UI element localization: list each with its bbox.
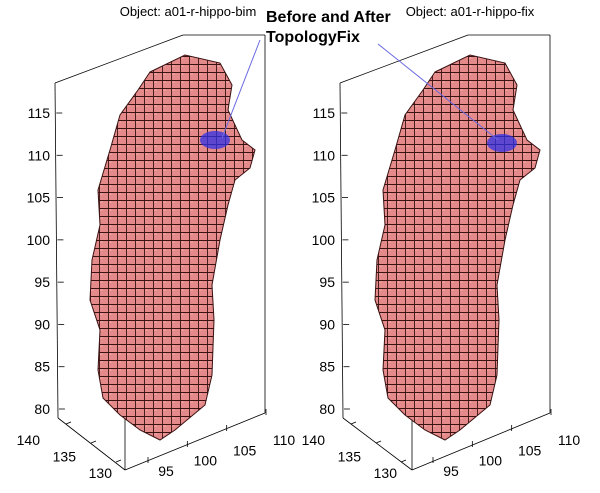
right-hippocampus-volume [374,54,541,441]
xtick-label: 110 [273,432,296,448]
ytick-mark [375,440,382,444]
ztick-label: 95 [319,274,335,290]
annotation-line-1: Before and After [266,9,391,26]
ztick-label: 115 [313,105,336,121]
ytick-mark [400,459,407,463]
ztick-label: 85 [34,359,50,375]
ytick-label: 135 [53,449,77,465]
ztick-label: 80 [319,401,335,417]
panel-left: Object: a01-r-hippo-bim 115 110 105 100 95 90… [17,4,296,481]
right-title: Object: a01-r-hippo-fix [406,4,535,19]
xtick-label: 100 [194,453,218,469]
annotation: Before and After TopologyFix [221,9,499,141]
xtick-label: 95 [443,463,459,479]
ytick-mark [65,421,72,425]
xtick-label: 100 [479,453,503,469]
right-yticks: 140 135 130 [302,421,407,481]
left-title: Object: a01-r-hippo-bim [120,4,257,19]
ytick-label: 130 [89,465,113,481]
right-xticks: 95 100 105 110 [432,409,581,479]
ztick-label: 105 [312,190,336,206]
ztick-label: 90 [319,316,335,332]
ytick-label: 130 [374,465,398,481]
ytick-label: 140 [302,432,326,448]
ztick-label: 115 [28,105,51,121]
annotation-pointer-left [221,39,261,139]
xtick-label: 105 [518,442,542,458]
annotation-line-2: TopologyFix [266,29,360,46]
ztick-label: 100 [27,232,51,248]
annotation-pointer-right [377,43,499,141]
right-highlight-region [487,134,517,152]
right-zticks: 115 110 105 100 95 90 85 80 [312,105,350,417]
ztick-label: 90 [34,316,50,332]
xtick-label: 105 [233,442,257,458]
ztick-label: 95 [34,274,50,290]
left-highlight-region [200,131,230,149]
ztick-label: 110 [313,147,336,163]
ztick-label: 100 [312,232,336,248]
ztick-label: 80 [34,401,50,417]
ytick-label: 140 [17,432,41,448]
ztick-label: 110 [28,147,51,163]
xtick-label: 95 [158,463,174,479]
ztick-label: 105 [27,190,51,206]
left-hippocampus-volume [89,54,256,441]
left-zticks: 115 110 105 100 95 90 85 80 [27,105,65,417]
left-xticks: 95 100 105 110 [147,409,296,479]
ytick-mark [115,459,122,463]
xtick-label: 110 [558,432,581,448]
panel-right: Object: a01-r-hippo-fix 115 110 105 100 95 90… [302,4,581,481]
ytick-mark [90,440,97,444]
ztick-label: 85 [319,359,335,375]
ytick-mark [350,421,357,425]
ytick-label: 135 [338,449,362,465]
left-yticks: 140 135 130 [17,421,122,481]
